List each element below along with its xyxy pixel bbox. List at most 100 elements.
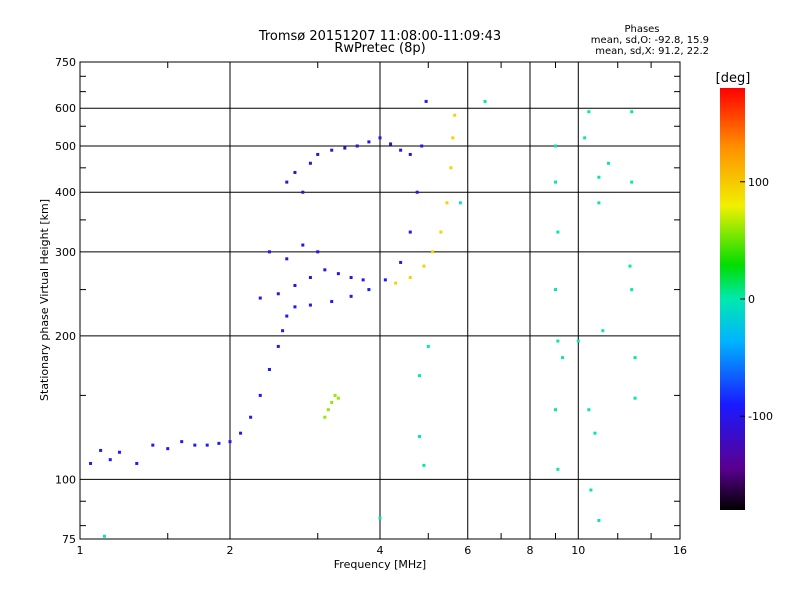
data-point	[415, 190, 419, 194]
x-tick-label: 1	[77, 544, 84, 557]
data-point	[316, 250, 320, 254]
colorbar-tick-label: 0	[748, 293, 755, 306]
data-point	[597, 175, 601, 179]
data-point	[267, 367, 271, 371]
data-point	[336, 396, 340, 400]
data-point	[349, 276, 353, 280]
data-point	[166, 447, 170, 451]
colorbar-tick-label: 100	[748, 176, 769, 189]
x-axis-label: Frequency [MHz]	[334, 558, 426, 571]
data-point	[258, 393, 262, 397]
x-tick-labels: 1 2 4 6 8 10 16	[77, 544, 688, 557]
data-point	[389, 142, 393, 146]
data-point	[431, 250, 435, 254]
data-point	[451, 136, 455, 140]
data-point	[330, 400, 334, 404]
data-point	[316, 152, 320, 156]
data-point	[330, 148, 334, 152]
stats-header: Phases	[624, 24, 659, 35]
data-point	[561, 356, 565, 360]
data-point	[408, 276, 412, 280]
data-point	[583, 136, 587, 140]
y-tick-label: 400	[55, 186, 76, 199]
data-point	[576, 339, 580, 343]
data-point	[633, 396, 637, 400]
data-point	[417, 435, 421, 439]
data-point	[308, 276, 312, 280]
data-point	[408, 230, 412, 234]
data-point	[326, 408, 330, 412]
data-point	[301, 243, 305, 247]
data-point	[180, 440, 184, 444]
data-point	[628, 264, 632, 268]
data-point	[597, 519, 601, 523]
y-tick-label: 75	[62, 533, 76, 546]
data-point	[308, 303, 312, 307]
data-point	[239, 431, 243, 435]
data-point	[445, 201, 449, 205]
data-point	[422, 463, 426, 467]
data-point	[556, 467, 560, 471]
data-point	[333, 393, 337, 397]
data-point	[553, 144, 557, 148]
data-point	[89, 461, 93, 465]
data-point	[103, 534, 107, 538]
colorbar-label: [deg]	[716, 71, 751, 86]
data-point	[217, 441, 221, 445]
y-tick-label: 300	[55, 246, 76, 259]
data-point	[607, 161, 611, 165]
data-point	[556, 230, 560, 234]
x-tick-label: 8	[527, 544, 534, 557]
data-point	[553, 408, 557, 412]
data-points	[89, 99, 637, 538]
x-tick-label: 6	[464, 544, 471, 557]
data-point	[293, 305, 297, 309]
data-point	[301, 190, 305, 194]
data-point	[151, 443, 155, 447]
data-point	[458, 201, 462, 205]
data-point	[285, 180, 289, 184]
minor-ticks	[80, 62, 680, 539]
data-point	[553, 288, 557, 292]
y-tick-labels: 75 100 200 300 400 500 600 750	[55, 56, 76, 546]
chart-subtitle: RwPretec (8p)	[334, 41, 425, 56]
data-point	[422, 264, 426, 268]
data-point	[361, 278, 365, 282]
data-point	[593, 431, 597, 435]
data-point	[249, 415, 253, 419]
data-point	[193, 443, 197, 447]
data-point	[323, 415, 327, 419]
data-point	[108, 458, 112, 462]
data-point	[408, 152, 412, 156]
data-point	[587, 408, 591, 412]
data-point	[424, 99, 428, 103]
chart-title: Tromsø 20151207 11:08:00-11:09:43	[258, 29, 501, 44]
data-point	[597, 201, 601, 205]
data-point	[135, 461, 139, 465]
data-point	[630, 110, 634, 114]
data-point	[630, 288, 634, 292]
data-point	[367, 140, 371, 144]
data-point	[453, 113, 457, 117]
data-point	[378, 516, 382, 520]
x-tick-label: 2	[227, 544, 234, 557]
data-point	[556, 339, 560, 343]
data-point	[285, 314, 289, 318]
data-point	[99, 448, 103, 452]
data-point	[417, 374, 421, 378]
y-tick-label: 500	[55, 140, 76, 153]
gridlines	[79, 61, 681, 540]
y-tick-label: 600	[55, 102, 76, 115]
data-point	[349, 294, 353, 298]
data-point	[483, 99, 487, 103]
data-point	[293, 170, 297, 174]
data-point	[285, 257, 289, 261]
x-tick-label: 4	[377, 544, 384, 557]
data-point	[601, 329, 605, 333]
data-point	[426, 344, 430, 348]
data-point	[394, 281, 398, 285]
stats-x-line: mean, sd,X: 91.2, 22.2	[595, 46, 709, 57]
data-point	[293, 283, 297, 287]
data-point	[228, 440, 232, 444]
